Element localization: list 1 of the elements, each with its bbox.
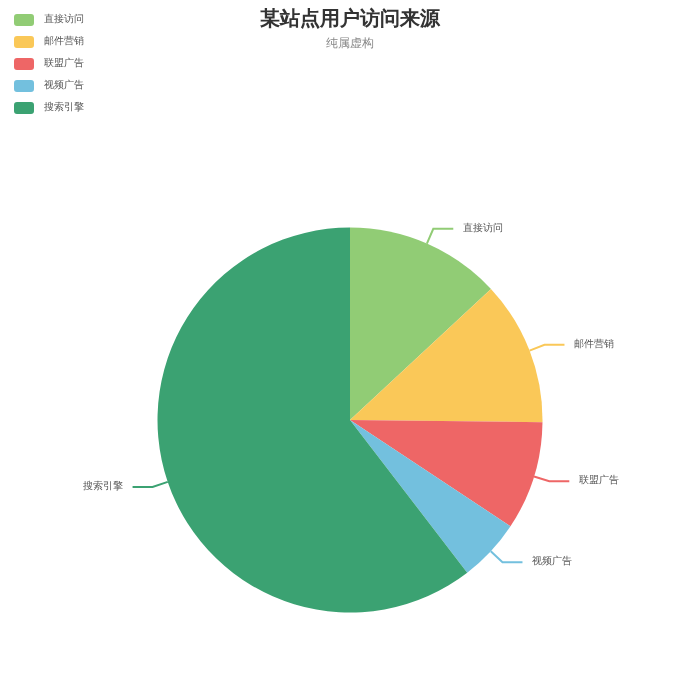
- chart-title: 某站点用户访问来源: [258, 7, 442, 31]
